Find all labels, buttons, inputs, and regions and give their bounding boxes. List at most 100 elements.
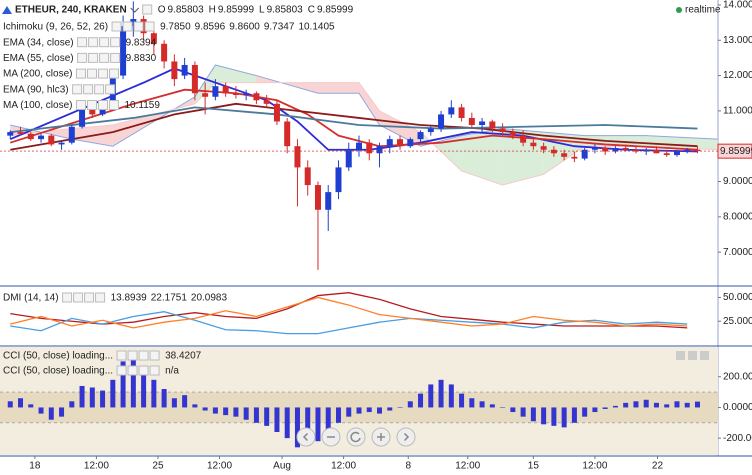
cci-bar — [346, 407, 352, 417]
zoom-out-button[interactable] — [321, 427, 341, 447]
ohlc-label: O — [158, 5, 166, 16]
legend-icon-button[interactable] — [122, 21, 133, 32]
zoom-in-button[interactable] — [371, 427, 391, 447]
cci-bar — [243, 407, 249, 420]
legend-icon-button[interactable] — [127, 365, 138, 376]
symbol-dropdown[interactable] — [130, 7, 140, 13]
candle-body — [294, 146, 301, 168]
legend-icon-button[interactable] — [77, 37, 88, 48]
ohlc-label: C — [308, 5, 315, 16]
cci-bar — [274, 407, 280, 432]
candle-body — [263, 100, 270, 104]
y-tick-label: -200.0000 — [723, 433, 752, 444]
legend-icon-button[interactable] — [138, 365, 149, 376]
legend-icon-button[interactable] — [149, 365, 160, 376]
legend-name: EMA (55, close) — [3, 53, 74, 64]
legend-icon-button[interactable] — [77, 52, 88, 63]
symbol-menu-icon[interactable] — [2, 6, 12, 14]
cci-bar — [110, 379, 116, 408]
candle-body — [89, 107, 96, 115]
cci-bar — [161, 389, 167, 408]
legend-icon-button[interactable] — [75, 68, 86, 79]
candle-body — [99, 105, 106, 115]
y-tick-label: 9.00000 — [723, 176, 752, 187]
ohlc-value: 9.85803 — [267, 5, 304, 16]
cci-bar — [141, 369, 147, 408]
pane-button[interactable] — [688, 351, 697, 360]
legend-value: 9.8600 — [229, 22, 260, 33]
legend-icon-button[interactable] — [97, 68, 108, 79]
legend-icon-button[interactable] — [73, 292, 84, 303]
legend-icon-button[interactable] — [62, 292, 73, 303]
ohlc-value: 9.85999 — [218, 5, 255, 16]
legend-icon-button[interactable] — [138, 350, 149, 361]
x-tick-label: 25 — [152, 461, 164, 472]
nav-buttons — [296, 427, 416, 447]
cci-bar — [643, 399, 649, 408]
legend-icon-button[interactable] — [86, 68, 97, 79]
cci-bar — [428, 384, 434, 408]
candle-body — [38, 135, 45, 140]
candle-body — [304, 167, 311, 186]
scroll-left-button[interactable] — [296, 427, 316, 447]
x-tick-label: 8 — [405, 461, 411, 472]
reset-button[interactable] — [346, 427, 366, 447]
cci-bar — [79, 385, 85, 408]
legend-icon-button[interactable] — [108, 68, 119, 79]
legend-value: 38.4207 — [165, 351, 202, 362]
cci-bar — [469, 398, 475, 408]
legend-icon-button[interactable] — [84, 292, 95, 303]
cci-bar — [500, 407, 506, 408]
pane-button[interactable] — [676, 351, 685, 360]
legend-name: MA (200, close) — [3, 69, 72, 80]
cci-bar — [284, 407, 290, 439]
ma-line — [9, 88, 698, 151]
price-label-box — [717, 143, 752, 159]
candle-body — [530, 142, 537, 147]
legend-icon-button[interactable] — [88, 37, 99, 48]
x-tick-label: 15 — [528, 461, 540, 472]
legend-icon-button[interactable] — [116, 350, 127, 361]
legend-name: DMI (14, 14) — [3, 293, 59, 304]
legend-icon-button[interactable] — [108, 100, 119, 110]
legend-icon-button[interactable] — [95, 292, 106, 303]
legend-value: 9.8596 — [195, 22, 226, 33]
cci-bar — [18, 398, 24, 408]
legend-icon-button[interactable] — [88, 52, 99, 63]
cci-bar — [151, 379, 157, 408]
legend-icon-button[interactable] — [110, 52, 121, 63]
cci-bar — [377, 407, 383, 414]
x-tick-label: 12:00 — [84, 461, 109, 472]
scroll-right-button[interactable] — [396, 427, 416, 447]
legend-icon-button[interactable] — [111, 21, 122, 32]
cci-bar — [674, 401, 680, 408]
legend-icon-button[interactable] — [99, 37, 110, 48]
ohlc-label: L — [259, 5, 265, 16]
legend-value: 22.1751 — [151, 293, 188, 304]
legend-icon-button[interactable] — [105, 84, 116, 95]
legend-icon-button[interactable] — [110, 37, 121, 48]
legend-icon-button[interactable] — [142, 4, 153, 15]
legend-icon-button[interactable] — [116, 365, 127, 376]
cci-bar — [89, 387, 95, 408]
legend-name: EMA (90, hlc3) — [3, 84, 69, 95]
legend-icon-button[interactable] — [97, 100, 108, 110]
legend-icon-button[interactable] — [83, 84, 94, 95]
pane-button[interactable] — [700, 351, 709, 360]
dmi-line — [10, 292, 688, 329]
legend-icon-button[interactable] — [144, 21, 155, 32]
legend-icon-button[interactable] — [149, 350, 160, 361]
legend-icon-button[interactable] — [75, 100, 86, 110]
x-tick-label: Aug — [273, 461, 291, 472]
legend-icon-button[interactable] — [99, 52, 110, 63]
cci-bar — [633, 401, 639, 408]
cci-bar — [171, 398, 177, 408]
legend-icon-button[interactable] — [72, 84, 83, 95]
candle-body — [622, 147, 629, 150]
legend-icon-button[interactable] — [133, 21, 144, 32]
candle-body — [448, 107, 455, 115]
legend-value: 9.7850 — [160, 22, 191, 33]
legend-icon-button[interactable] — [94, 84, 105, 95]
legend-icon-button[interactable] — [127, 350, 138, 361]
legend-icon-button[interactable] — [86, 100, 97, 110]
